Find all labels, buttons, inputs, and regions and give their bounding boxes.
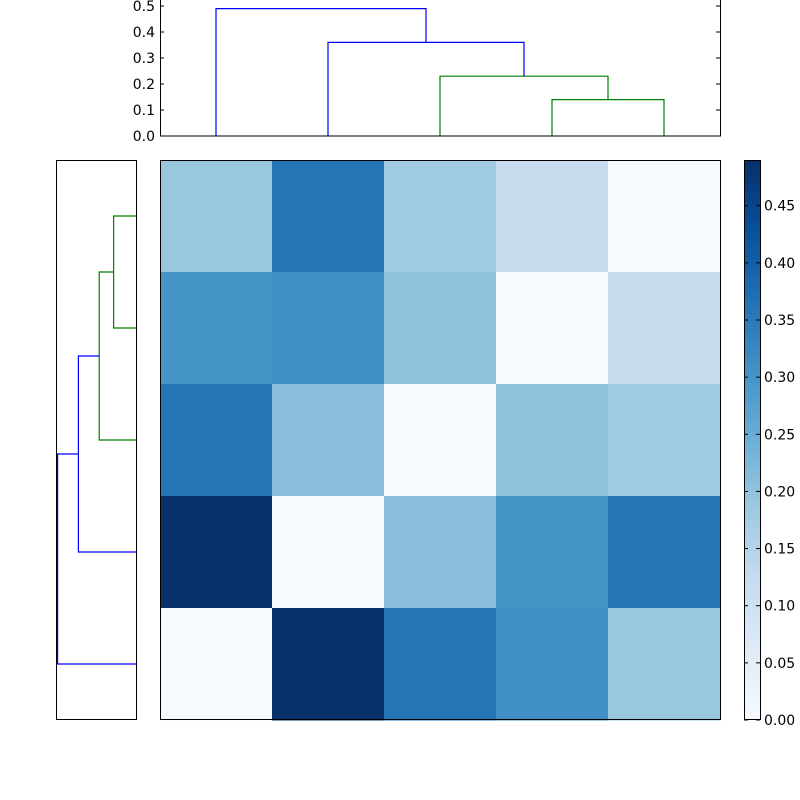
heatmap-cell <box>496 496 609 609</box>
heatmap-cell <box>384 496 497 609</box>
colorbar-gradient <box>744 160 761 720</box>
heatmap-cell <box>160 272 273 385</box>
top-dendrogram-tick-label: 0.4 <box>133 25 155 41</box>
colorbar-tick-label: 0.40 <box>764 256 795 272</box>
colorbar-tick-label: 0.00 <box>764 713 795 729</box>
heatmap-frame <box>160 160 721 720</box>
heatmap-cell <box>160 160 273 273</box>
heatmap-cell <box>272 160 385 273</box>
heatmap-cell <box>496 384 609 497</box>
heatmap-cell <box>272 496 385 609</box>
colorbar-tick-label: 0.30 <box>764 370 795 386</box>
left-dendrogram <box>56 160 137 720</box>
heatmap-cell <box>608 608 721 721</box>
left-dendrogram-frame <box>56 160 137 720</box>
heatmap-cell <box>160 496 273 609</box>
heatmap-cell <box>608 272 721 385</box>
heatmap-cell <box>160 384 273 497</box>
heatmap <box>160 160 721 721</box>
top-dendrogram-tick-label: 0.0 <box>133 129 155 145</box>
heatmap-cell <box>272 272 385 385</box>
colorbar-tick-label: 0.15 <box>764 542 795 558</box>
heatmap-cell <box>384 160 497 273</box>
heatmap-cell <box>608 160 721 273</box>
top-dendrogram-frame <box>160 0 721 137</box>
colorbar-tick-label: 0.10 <box>764 599 795 615</box>
heatmap-cell <box>384 608 497 721</box>
top-dendrogram-link <box>215 8 427 136</box>
top-dendrogram: 0.0 0.1 0.2 0.3 0.4 0.5 <box>133 0 721 145</box>
colorbar-tick-label: 0.20 <box>764 484 795 500</box>
left-dendrogram-link <box>56 453 136 665</box>
heatmap-cell <box>272 384 385 497</box>
colorbar-tick-label: 0.05 <box>764 656 795 672</box>
colorbar-tick-label: 0.25 <box>764 427 795 443</box>
heatmap-cell <box>608 496 721 609</box>
colorbar-tick-label: 0.35 <box>764 313 795 329</box>
heatmap-cell <box>160 608 273 721</box>
heatmap-cell <box>384 384 497 497</box>
colorbar-tick-label: 0.45 <box>764 199 795 215</box>
heatmap-cell <box>496 272 609 385</box>
top-dendrogram-tick-label: 0.1 <box>133 103 155 119</box>
colorbar: 0.00 0.05 0.10 0.15 0.20 0.25 0.30 0.35 0.40 0.45 <box>744 160 795 729</box>
top-dendrogram-tick-label: 0.3 <box>133 51 155 67</box>
heatmap-cell <box>608 384 721 497</box>
heatmap-cell <box>384 272 497 385</box>
top-dendrogram-tick-label: 0.5 <box>133 0 155 15</box>
heatmap-cell <box>496 608 609 721</box>
heatmap-cell <box>272 608 385 721</box>
top-dendrogram-tick-label: 0.2 <box>133 77 155 93</box>
heatmap-cell <box>496 160 609 273</box>
